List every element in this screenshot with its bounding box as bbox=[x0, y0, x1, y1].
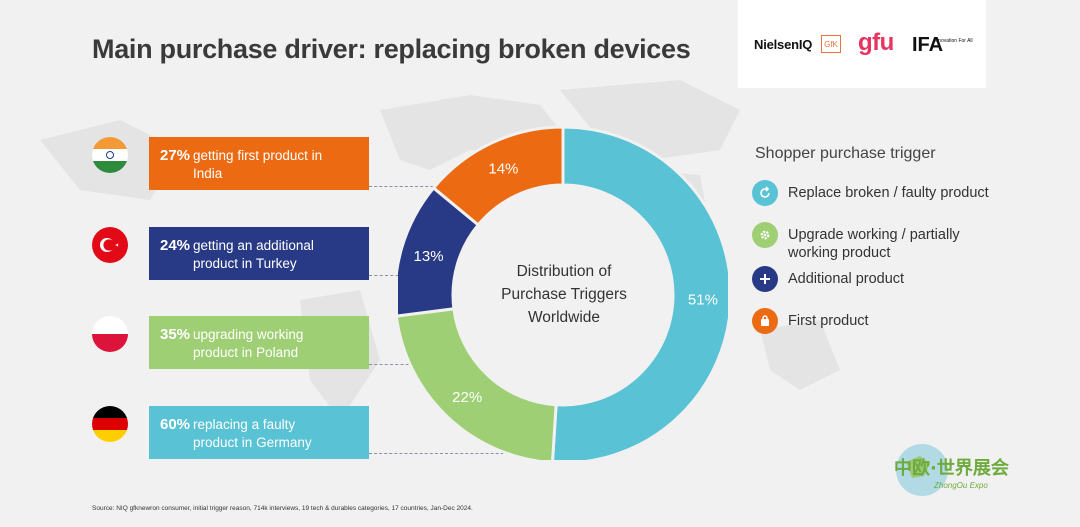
expo-cn-text: 中欧·世界展会 bbox=[894, 457, 1009, 479]
page-title: Main purchase driver: replacing broken d… bbox=[92, 34, 691, 64]
expo-en-text: ZhongOu Expo bbox=[933, 481, 988, 490]
chart-center-title-line2: Purchase Triggers bbox=[501, 286, 627, 303]
legend-title: Shopper purchase trigger bbox=[755, 145, 936, 162]
callout-text: getting first product in India bbox=[193, 148, 323, 181]
bag-icon bbox=[752, 308, 778, 334]
india-flag-icon bbox=[92, 137, 128, 173]
callout-turkey: 24% getting an additional product in Turk… bbox=[149, 227, 369, 280]
poland-flag-icon bbox=[92, 316, 128, 352]
chart-center-title-line1: Distribution of bbox=[517, 263, 612, 280]
callout-germany: 60% replacing a faulty product in Germany bbox=[149, 406, 369, 459]
germany-flag-icon bbox=[92, 406, 128, 442]
gear-icon bbox=[752, 222, 778, 248]
refresh-icon bbox=[752, 180, 778, 206]
turkey-flag-icon bbox=[92, 227, 128, 263]
donut-slice-label-0: 51% bbox=[688, 291, 718, 308]
plus-icon bbox=[752, 266, 778, 292]
donut-slice-label-1: 22% bbox=[452, 389, 482, 406]
ifa-tagline: Innovation For All bbox=[934, 38, 973, 44]
callout-text: replacing a faulty product in Germany bbox=[193, 417, 312, 450]
donut-slice-label-2: 13% bbox=[414, 248, 444, 265]
callout-row-poland bbox=[0, 316, 400, 376]
callout-pct: 24% bbox=[160, 237, 191, 254]
donut-slice-1 bbox=[398, 307, 558, 460]
nielseniq-logo: NielsenIQ bbox=[754, 37, 813, 52]
leader-line-poland bbox=[369, 364, 414, 365]
zhongou-expo-watermark: 中欧·世界展会 ZhongOu Expo bbox=[894, 444, 1009, 496]
leader-line-india bbox=[369, 186, 459, 187]
callout-row-india bbox=[0, 137, 400, 197]
source-note: Source: NIQ gfknewron consumer, initial … bbox=[92, 505, 473, 512]
gfu-logo: gfu bbox=[858, 29, 894, 56]
callout-india: 27% getting first product in India bbox=[149, 137, 369, 190]
gfk-logo: GfK bbox=[821, 35, 841, 53]
logo-bar: NielsenIQ GfK gfu IFA Innovation For All bbox=[738, 0, 986, 88]
callout-text: upgrading working product in Poland bbox=[193, 327, 304, 360]
callout-row-turkey bbox=[0, 227, 400, 287]
legend-label: Replace broken / faulty product bbox=[788, 185, 989, 201]
chart-center-title-line3: Worldwide bbox=[528, 309, 600, 326]
callout-poland: 35% upgrading working product in Poland bbox=[149, 316, 369, 369]
donut-chart: 51% 22% 13% 14% Distribution of Purchase Tr… bbox=[398, 125, 728, 460]
callout-pct: 27% bbox=[160, 147, 191, 164]
legend-label: First product bbox=[788, 313, 869, 329]
callout-pct: 35% bbox=[160, 326, 191, 343]
ifa-logo: IFA bbox=[912, 34, 944, 56]
callout-text: getting an additional product in Turkey bbox=[193, 238, 314, 271]
legend-label: Additional product bbox=[788, 271, 905, 287]
legend-label: Upgrade working / partially working prod… bbox=[788, 227, 960, 261]
donut-slice-3 bbox=[431, 125, 565, 227]
leader-line-germany bbox=[369, 453, 524, 454]
donut-slice-label-3: 14% bbox=[488, 160, 518, 177]
donut-slice-0 bbox=[551, 125, 728, 460]
callout-row-germany bbox=[0, 406, 400, 466]
leader-line-turkey bbox=[369, 275, 404, 276]
callout-pct: 60% bbox=[160, 416, 191, 433]
